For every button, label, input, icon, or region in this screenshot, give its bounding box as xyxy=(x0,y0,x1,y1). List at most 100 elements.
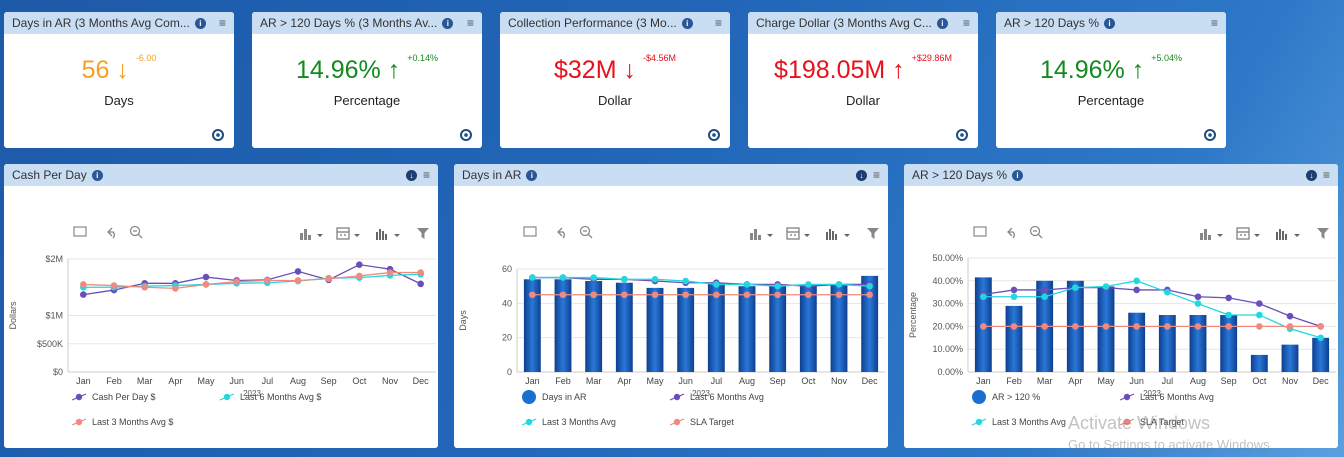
zoom-reset-icon[interactable] xyxy=(973,226,987,237)
x-tick-label: Dec xyxy=(413,376,430,386)
bar xyxy=(738,286,756,372)
kpi-delta: -$4.56M xyxy=(642,53,676,63)
menu-icon[interactable]: ≡ xyxy=(872,168,880,182)
download-icon[interactable]: ↓ xyxy=(1305,169,1317,181)
kpi-number: 14.96% xyxy=(1040,56,1125,84)
zoom-reset-icon[interactable] xyxy=(73,226,87,237)
series-point xyxy=(1225,323,1232,330)
info-icon[interactable]: i xyxy=(1104,17,1116,29)
series-point xyxy=(325,275,332,283)
series-point xyxy=(1225,311,1232,319)
series-point xyxy=(1194,300,1202,307)
target-icon[interactable] xyxy=(1203,128,1217,142)
undo-icon[interactable] xyxy=(1007,227,1015,239)
calendar-icon[interactable] xyxy=(336,227,350,240)
y-tick-label: 30.00% xyxy=(932,299,963,309)
bar xyxy=(1128,312,1146,372)
chart-card-ar-120: AR > 120 Days % i ↓ ≡ Percentage 0.00% 10.00%… xyxy=(904,164,1338,448)
undo-icon[interactable] xyxy=(107,227,115,239)
legend-label: Last 3 Months Avg $ xyxy=(92,417,173,427)
chevron-down-icon xyxy=(354,234,360,237)
target-icon[interactable] xyxy=(955,128,969,142)
legend-label: Last 3 Months Avg xyxy=(542,417,616,427)
chart-type-bar-a xyxy=(1200,233,1203,240)
x-tick-label: Feb xyxy=(106,376,122,386)
chart-type-bar-c xyxy=(308,235,311,240)
zoom-out-icon[interactable] xyxy=(129,225,143,239)
info-icon[interactable]: i xyxy=(681,17,693,29)
menu-icon[interactable]: ≡ xyxy=(218,16,226,30)
kpi-value: 14.96% ↑ +0.14% xyxy=(252,53,482,85)
series-point xyxy=(1010,323,1018,330)
series-point xyxy=(1256,300,1263,307)
bar-chart-icon[interactable] xyxy=(1276,229,1287,240)
chart-type-icon[interactable] xyxy=(1200,229,1211,240)
bar xyxy=(1158,315,1176,372)
calendar-lines xyxy=(337,231,349,236)
menu-icon[interactable]: ≡ xyxy=(422,168,430,182)
series-point xyxy=(294,268,302,275)
menu-icon[interactable]: ≡ xyxy=(714,16,722,30)
chevron-down-icon xyxy=(1254,234,1260,237)
calendar-icon[interactable] xyxy=(1236,227,1250,240)
chart-type-icon[interactable] xyxy=(750,229,761,240)
bar xyxy=(1005,305,1023,372)
chart-type-bar-b xyxy=(1204,229,1207,240)
series-point xyxy=(1194,323,1202,330)
x-tick-label: Sep xyxy=(1221,376,1237,386)
bar-icon-d xyxy=(385,234,387,240)
y-tick-label: 40.00% xyxy=(932,276,963,286)
x-tick-label: Oct xyxy=(352,376,367,386)
menu-icon[interactable]: ≡ xyxy=(962,16,970,30)
target-icon[interactable] xyxy=(459,128,473,142)
chart-type-bar-c xyxy=(1208,235,1211,240)
series-point xyxy=(110,282,118,289)
menu-icon[interactable]: ≡ xyxy=(466,16,474,30)
calendar-icon[interactable] xyxy=(786,227,800,240)
y-tick-label: 60 xyxy=(502,264,512,274)
chart-type-icon[interactable] xyxy=(300,229,311,240)
y-tick-label: 0 xyxy=(507,367,512,377)
bar-icon-a xyxy=(826,232,828,240)
info-icon[interactable]: i xyxy=(1012,169,1024,181)
x-tick-label: Mar xyxy=(1037,376,1053,386)
kpi-delta: +$29.86M xyxy=(911,53,952,63)
y-tick-label: $2M xyxy=(45,254,63,264)
chart-svg: Dollars $0 $500K $1M $2M Jan Feb Mar Apr May Jun Ju… xyxy=(8,225,436,427)
chart-type-bar-c xyxy=(758,235,761,240)
target-icon[interactable] xyxy=(707,128,721,142)
series-point xyxy=(233,278,240,285)
zoom-reset-icon[interactable] xyxy=(523,226,537,237)
undo-icon[interactable] xyxy=(557,227,565,239)
info-icon[interactable]: i xyxy=(194,17,206,29)
bar-chart-icon[interactable] xyxy=(826,229,837,240)
chevron-down-icon xyxy=(1294,234,1300,237)
download-icon[interactable]: ↓ xyxy=(405,169,417,181)
x-tick-label: Jul xyxy=(1162,376,1174,386)
info-icon[interactable]: i xyxy=(526,169,538,181)
series-point xyxy=(529,274,536,281)
info-icon[interactable]: i xyxy=(91,169,103,181)
info-icon[interactable]: i xyxy=(936,17,948,29)
download-icon[interactable]: ↓ xyxy=(855,169,867,181)
series-point xyxy=(651,291,659,299)
zoom-out-icon[interactable] xyxy=(1029,225,1043,239)
legend-swatch-dot xyxy=(223,393,231,401)
zoom-out-icon[interactable] xyxy=(579,225,593,239)
filter-icon[interactable] xyxy=(867,228,879,239)
x-tick-label: Mar xyxy=(137,376,153,386)
arrow-down-icon: ↓ xyxy=(623,56,637,84)
filter-icon[interactable] xyxy=(1317,228,1329,239)
zoom-circle xyxy=(579,225,591,237)
bar xyxy=(830,284,848,372)
target-icon[interactable] xyxy=(211,128,225,142)
menu-icon[interactable]: ≡ xyxy=(1322,168,1330,182)
series-point xyxy=(682,277,689,285)
filter-icon[interactable] xyxy=(417,228,429,239)
legend-swatch-dot xyxy=(75,418,83,426)
menu-icon[interactable]: ≡ xyxy=(1210,16,1218,30)
y-tick-label: 20.00% xyxy=(932,321,963,331)
x-tick-label: Aug xyxy=(1190,376,1206,386)
bar-chart-icon[interactable] xyxy=(376,229,387,240)
info-icon[interactable]: i xyxy=(442,17,454,29)
